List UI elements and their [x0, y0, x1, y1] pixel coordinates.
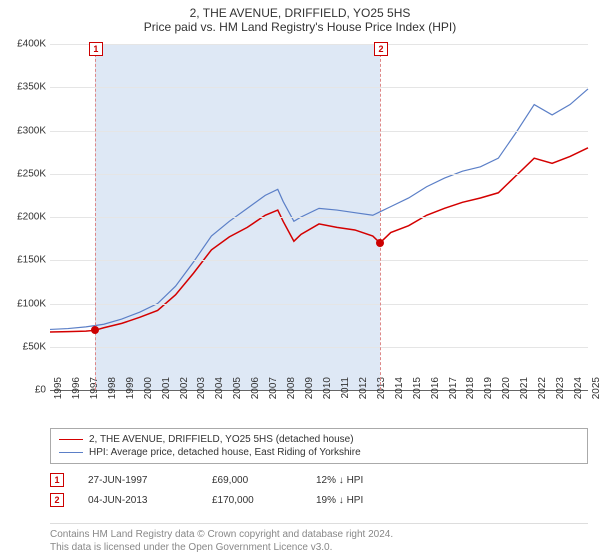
x-axis-label: 2002 [179, 377, 190, 407]
x-axis-label: 2021 [519, 377, 530, 407]
x-axis-label: 2020 [501, 377, 512, 407]
sale-row-marker: 1 [50, 473, 64, 487]
x-axis-label: 2000 [143, 377, 154, 407]
y-axis-label: £200K [2, 212, 46, 223]
y-axis-label: £350K [2, 82, 46, 93]
x-axis-label: 2015 [412, 377, 423, 407]
legend-row: 2, THE AVENUE, DRIFFIELD, YO25 5HS (deta… [59, 433, 579, 446]
sale-row-delta: 19% ↓ HPI [316, 495, 363, 506]
sale-row-date: 27-JUN-1997 [88, 475, 188, 486]
chart-subtitle: Price paid vs. HM Land Registry's House … [0, 20, 600, 38]
x-axis-label: 2016 [430, 377, 441, 407]
legend-label: 2, THE AVENUE, DRIFFIELD, YO25 5HS (deta… [89, 434, 354, 445]
chart-title: 2, THE AVENUE, DRIFFIELD, YO25 5HS [0, 0, 600, 20]
x-axis-label: 2003 [196, 377, 207, 407]
gridline [50, 260, 588, 261]
legend-swatch [59, 439, 83, 440]
x-axis-label: 2025 [591, 377, 600, 407]
x-axis-label: 2018 [465, 377, 476, 407]
sale-marker-line [380, 44, 381, 390]
chart-card: 2, THE AVENUE, DRIFFIELD, YO25 5HS Price… [0, 0, 600, 560]
sale-marker-dot [91, 326, 99, 334]
x-axis-label: 2013 [376, 377, 387, 407]
x-axis-label: 2005 [232, 377, 243, 407]
x-axis-label: 2004 [214, 377, 225, 407]
sale-row-price: £69,000 [212, 475, 292, 486]
x-axis-label: 2006 [250, 377, 261, 407]
sale-marker-dot [376, 239, 384, 247]
sale-marker-line [95, 44, 96, 390]
y-axis-label: £150K [2, 255, 46, 266]
gridline [50, 44, 588, 45]
gridline [50, 217, 588, 218]
x-axis-label: 2010 [322, 377, 333, 407]
x-axis-label: 1999 [125, 377, 136, 407]
gridline [50, 304, 588, 305]
x-axis-label: 2014 [394, 377, 405, 407]
x-axis-label: 1995 [53, 377, 64, 407]
attribution-line: Contains HM Land Registry data © Crown c… [50, 528, 588, 541]
sales-table: 1 27-JUN-1997 £69,000 12% ↓ HPI 2 04-JUN-2013… [50, 470, 588, 510]
legend-label: HPI: Average price, detached house, East… [89, 447, 361, 458]
gridline [50, 87, 588, 88]
sale-marker-box: 2 [374, 42, 388, 56]
x-axis-label: 2023 [555, 377, 566, 407]
x-axis-label: 2008 [286, 377, 297, 407]
series-hpi [50, 89, 588, 329]
sale-row: 2 04-JUN-2013 £170,000 19% ↓ HPI [50, 490, 588, 510]
y-axis-label: £0 [2, 385, 46, 396]
attribution: Contains HM Land Registry data © Crown c… [50, 523, 588, 554]
y-axis-label: £300K [2, 125, 46, 136]
sale-row: 1 27-JUN-1997 £69,000 12% ↓ HPI [50, 470, 588, 490]
x-axis-label: 2019 [483, 377, 494, 407]
sale-row-marker: 2 [50, 493, 64, 507]
legend: 2, THE AVENUE, DRIFFIELD, YO25 5HS (deta… [50, 428, 588, 464]
y-axis-label: £100K [2, 298, 46, 309]
legend-row: HPI: Average price, detached house, East… [59, 446, 579, 459]
y-axis-label: £400K [2, 39, 46, 50]
plot-area: £0£50K£100K£150K£200K£250K£300K£350K£400… [50, 44, 588, 391]
legend-swatch [59, 452, 83, 453]
gridline [50, 174, 588, 175]
x-axis-label: 1996 [71, 377, 82, 407]
x-axis-label: 2012 [358, 377, 369, 407]
sale-marker-box: 1 [89, 42, 103, 56]
x-axis-label: 2017 [448, 377, 459, 407]
y-axis-label: £250K [2, 168, 46, 179]
x-axis-label: 2024 [573, 377, 584, 407]
x-axis-label: 2007 [268, 377, 279, 407]
gridline [50, 131, 588, 132]
x-axis-label: 2022 [537, 377, 548, 407]
x-axis-label: 2009 [304, 377, 315, 407]
sale-row-delta: 12% ↓ HPI [316, 475, 363, 486]
x-axis-label: 1998 [107, 377, 118, 407]
sale-row-date: 04-JUN-2013 [88, 495, 188, 506]
gridline [50, 347, 588, 348]
sale-row-price: £170,000 [212, 495, 292, 506]
x-axis-label: 2011 [340, 377, 351, 407]
attribution-line: This data is licensed under the Open Gov… [50, 541, 588, 554]
y-axis-label: £50K [2, 341, 46, 352]
x-axis-label: 2001 [161, 377, 172, 407]
